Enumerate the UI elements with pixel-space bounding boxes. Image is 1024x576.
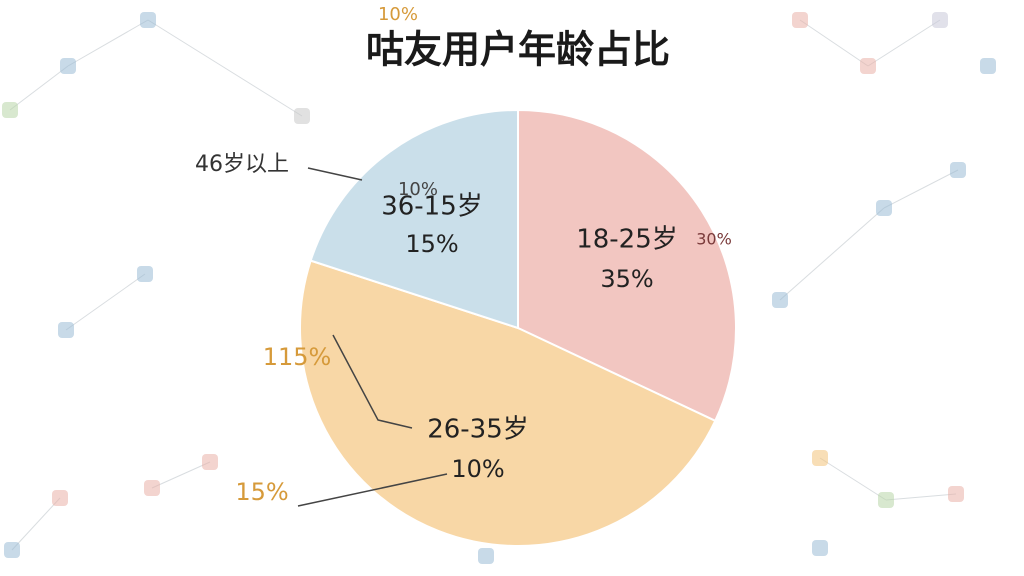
annotation: 15% (235, 478, 288, 506)
pie-slice (517, 108, 737, 423)
chart-title: 咕友用户年龄占比 (366, 28, 670, 72)
leader-line (297, 473, 448, 507)
leader-line (332, 334, 413, 429)
labels: 18-25岁 26-35岁 36-15岁 35% 10% 15% 46岁以上 10% 30% 11… (195, 4, 732, 506)
slice-label: 26-35岁 (427, 415, 529, 445)
annotation: 10% (378, 4, 418, 25)
pie (299, 108, 737, 547)
annotation: 10% (451, 455, 504, 483)
annotation: 115% (263, 343, 332, 371)
annotation: 10% (398, 179, 438, 200)
leader-lines (297, 167, 448, 507)
annotation: 30% (696, 230, 732, 249)
pie-slice (309, 108, 519, 330)
pie-slice (299, 259, 717, 547)
background-network (2, 12, 996, 564)
leader-line (307, 167, 363, 181)
annotation: 35% (600, 265, 653, 293)
slice-label: 18-25岁 (576, 225, 678, 255)
slice-label: 36-15岁 (381, 192, 483, 222)
annotation: 46岁以上 (195, 152, 289, 177)
annotation: 15% (405, 230, 458, 258)
